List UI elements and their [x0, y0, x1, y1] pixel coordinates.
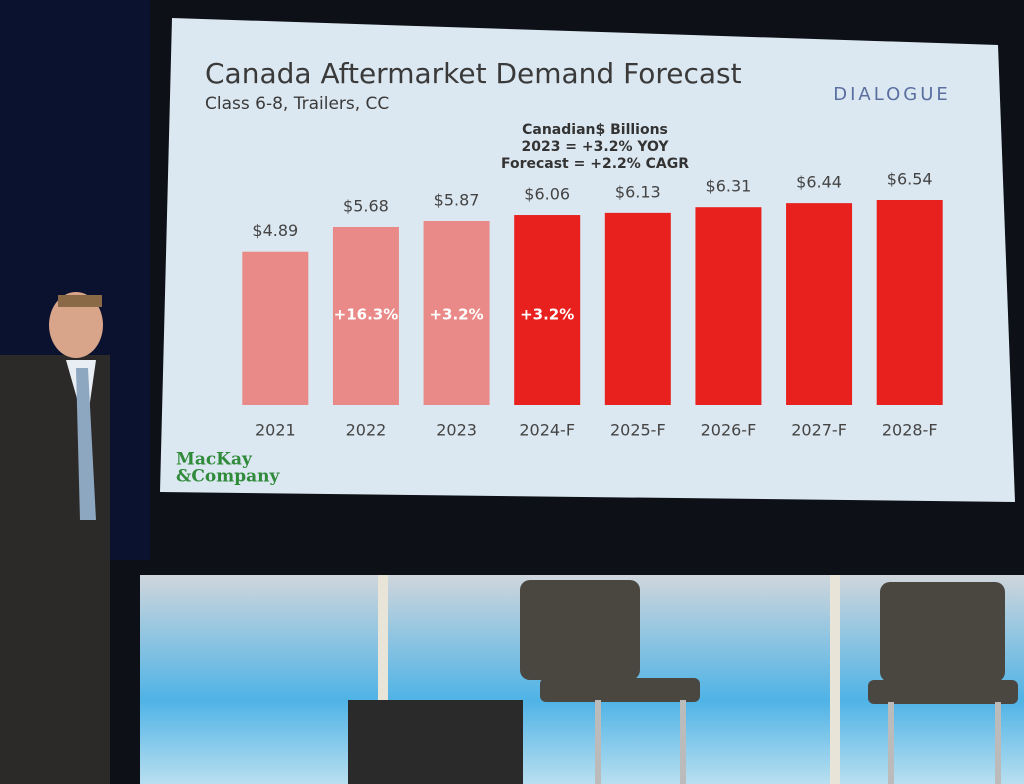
event-logo: DIALOGUE	[833, 84, 951, 105]
stage-divider	[830, 575, 840, 784]
value-label: $6.13	[615, 182, 661, 201]
value-label: $5.68	[343, 196, 389, 215]
logo: MacKay	[176, 450, 253, 470]
value-label: $4.89	[252, 221, 298, 240]
x-tick-label: 2027-F	[791, 421, 847, 440]
bar-annotation: +3.2%	[520, 306, 574, 324]
value-label: $6.54	[887, 170, 933, 189]
bar-annotation: +3.2%	[429, 306, 483, 324]
note: Canadian$ Billions	[522, 122, 668, 138]
chair	[868, 582, 1018, 784]
note: 2023 = +3.2% YOY	[521, 139, 669, 155]
bar	[604, 212, 671, 405]
bar	[242, 251, 309, 405]
value-label: $6.31	[706, 177, 752, 196]
bar-annotation: +16.3%	[334, 306, 399, 324]
bar	[695, 207, 762, 405]
monitor	[348, 700, 523, 784]
chart-subtitle: Class 6-8, Trailers, CC	[205, 94, 389, 114]
x-tick-label: 2028-F	[882, 421, 938, 440]
x-tick-label: 2022	[346, 421, 387, 440]
x-tick-label: 2023	[436, 421, 477, 440]
value-label: $5.87	[434, 191, 480, 210]
bar	[786, 203, 853, 405]
speaker	[0, 292, 110, 784]
logo: &Company	[176, 467, 280, 487]
note: Forecast = +2.2% CAGR	[501, 156, 689, 172]
x-tick-label: 2026-F	[701, 421, 757, 440]
stage-divider	[378, 575, 388, 784]
chart-title: Canada Aftermarket Demand Forecast	[205, 57, 742, 90]
chair	[520, 580, 700, 784]
x-tick-label: 2021	[255, 421, 296, 440]
x-tick-label: 2025-F	[610, 421, 666, 440]
bar	[514, 215, 581, 405]
value-label: $6.44	[796, 173, 842, 192]
bar	[876, 200, 943, 405]
value-label: $6.06	[524, 185, 570, 204]
bar	[332, 226, 399, 405]
x-tick-label: 2024-F	[519, 421, 575, 440]
bar	[423, 221, 490, 405]
